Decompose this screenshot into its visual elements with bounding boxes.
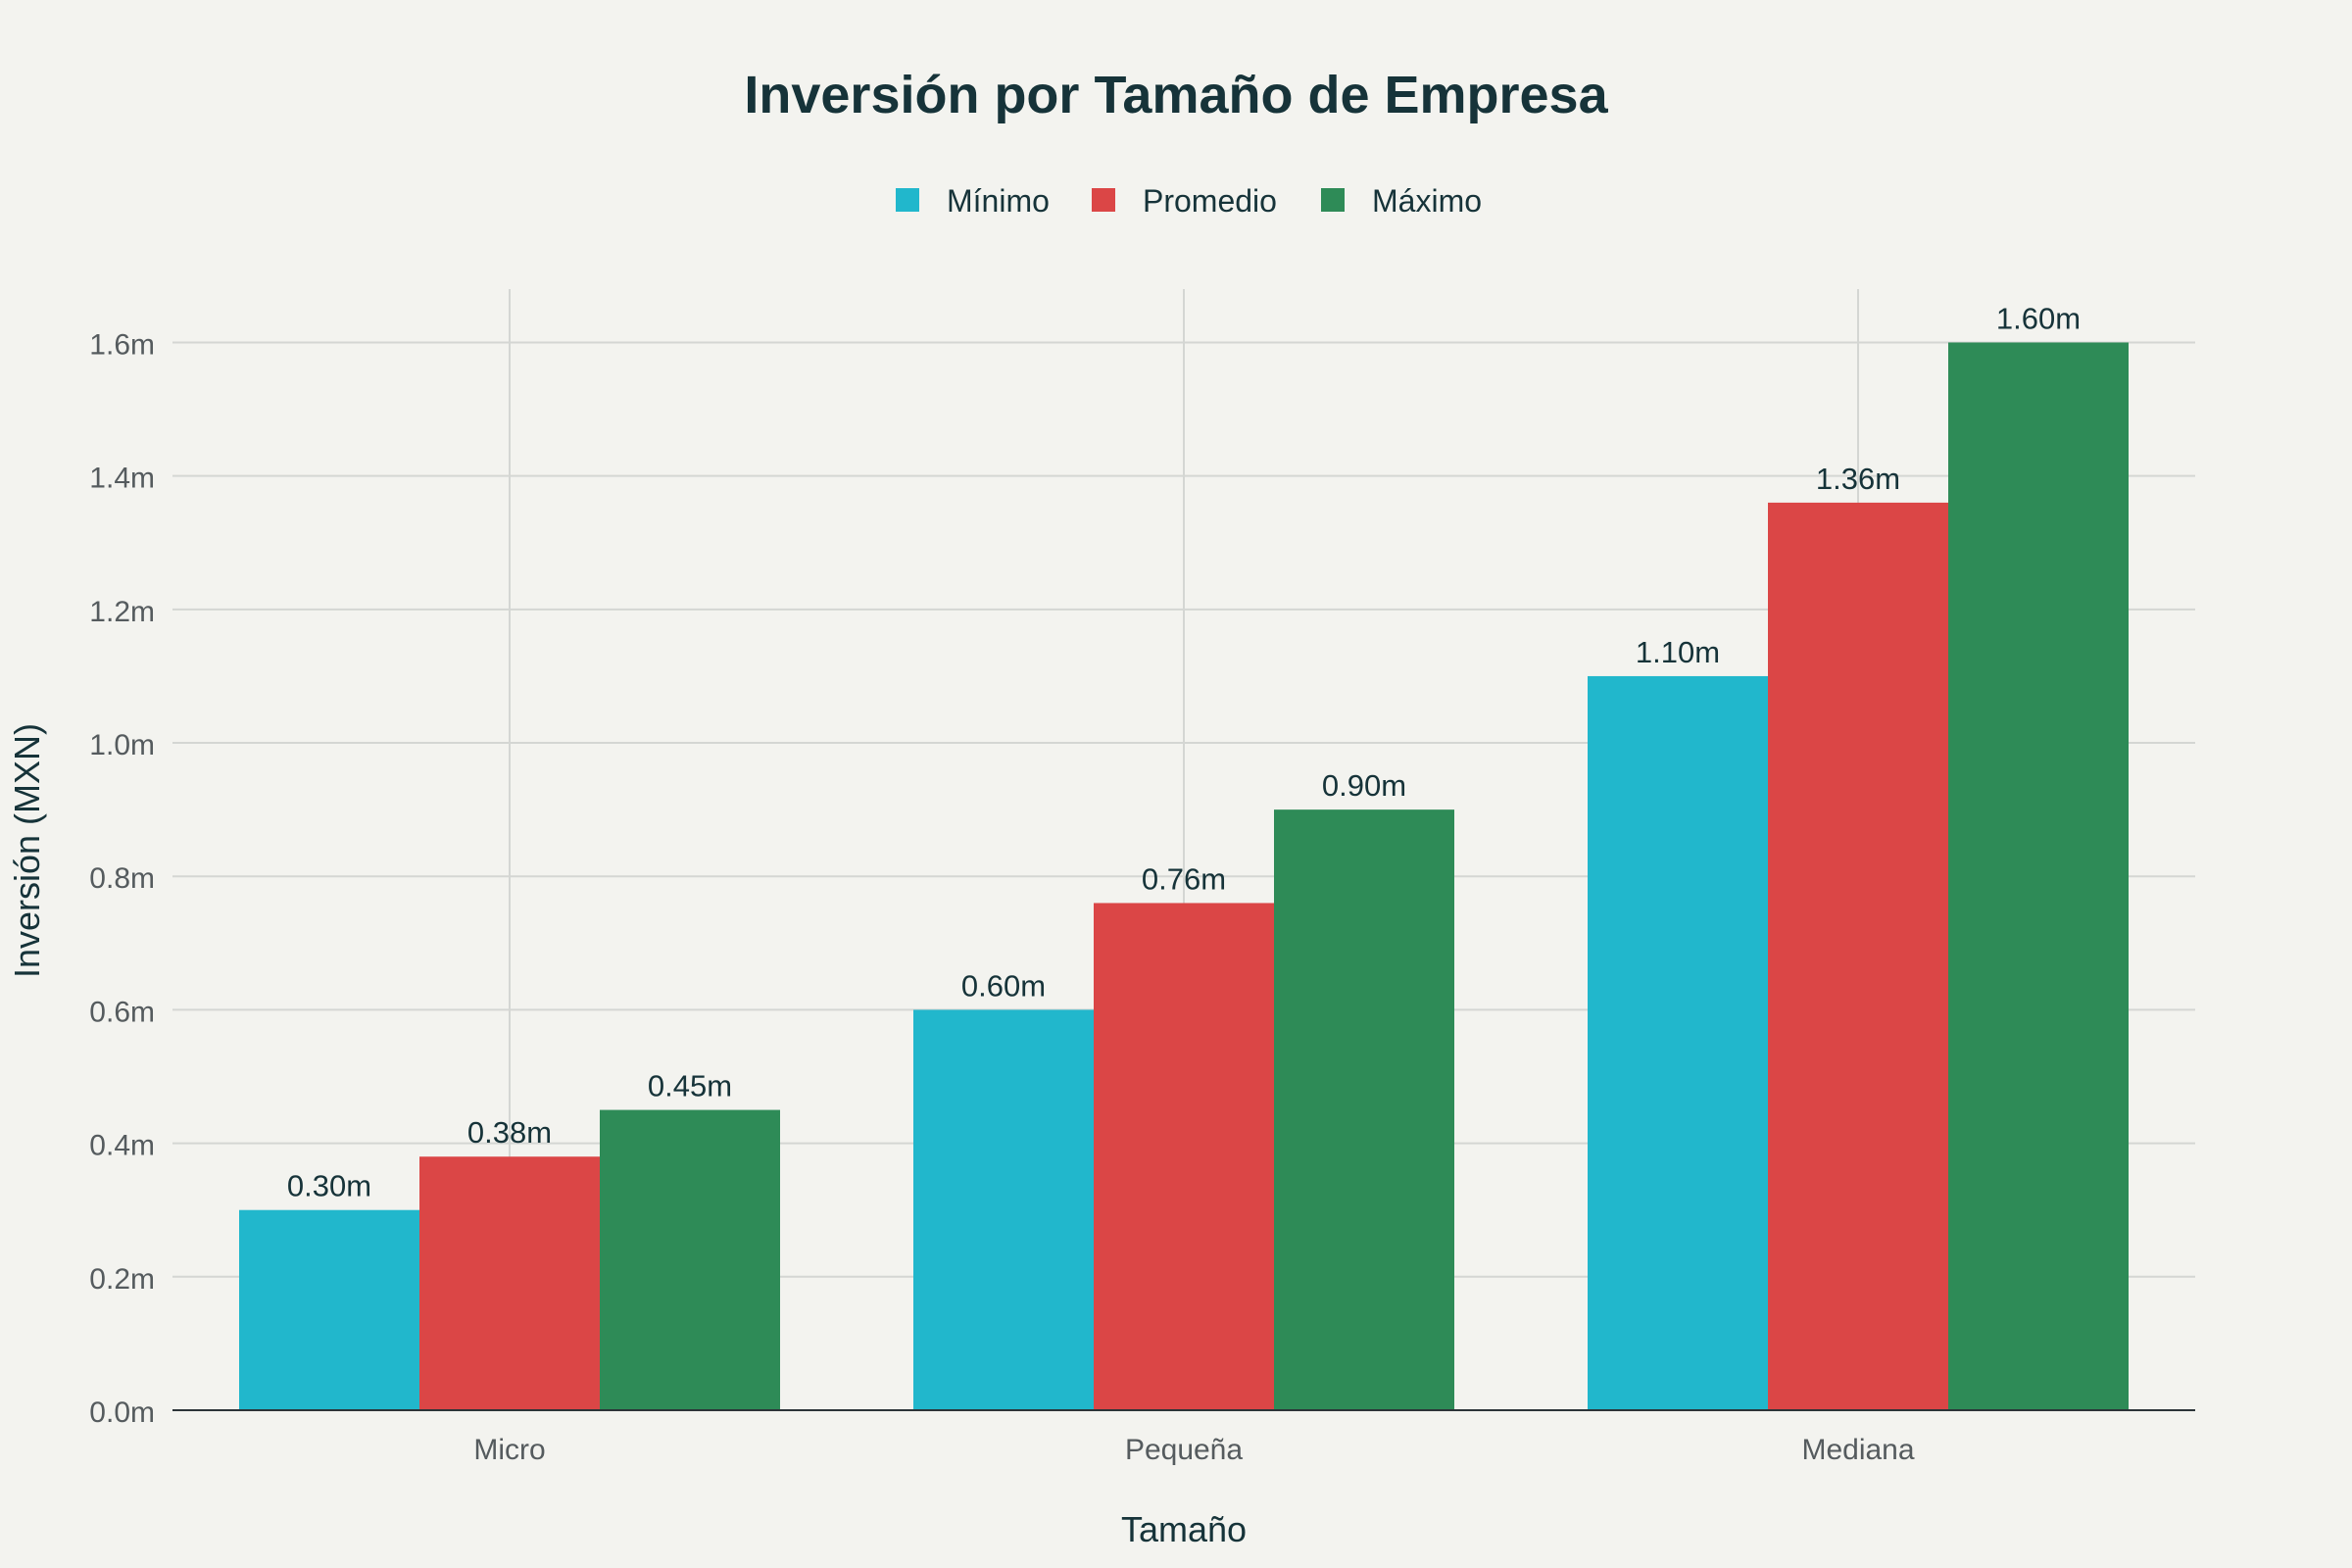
bar bbox=[239, 1209, 419, 1410]
data-label: 1.36m bbox=[1816, 462, 1900, 496]
bar bbox=[1948, 342, 2129, 1410]
y-tick-label: 0.6m bbox=[89, 996, 155, 1028]
y-tick-label: 1.0m bbox=[89, 729, 155, 761]
y-tick-label: 1.2m bbox=[89, 596, 155, 628]
y-tick-label: 0.2m bbox=[89, 1263, 155, 1296]
y-tick-label: 1.4m bbox=[89, 463, 155, 495]
legend-swatch bbox=[1321, 188, 1345, 212]
y-axis-title: Inversión (MXN) bbox=[7, 723, 47, 978]
legend-swatch bbox=[1092, 188, 1115, 212]
data-label: 1.10m bbox=[1636, 635, 1720, 669]
bars bbox=[239, 342, 2129, 1410]
x-axis-title: Tamaño bbox=[1121, 1509, 1247, 1549]
legend-label: Promedio bbox=[1143, 183, 1277, 219]
bar bbox=[913, 1009, 1094, 1410]
bar bbox=[1274, 809, 1454, 1410]
data-label: 0.38m bbox=[467, 1115, 552, 1150]
data-label: 0.45m bbox=[648, 1069, 732, 1103]
axes: 0.0m 0.2m 0.4m 0.6m 0.8m 1.0m 1.2m 1.4m 1.6m Micr… bbox=[89, 328, 2195, 1466]
legend: Mínimo Promedio Máximo bbox=[896, 183, 1482, 219]
data-label: 0.90m bbox=[1322, 768, 1406, 803]
data-labels: 0.30m 0.38m 0.45m 0.60m 0.76m 0.90m 1.10m 1.36m… bbox=[287, 301, 2081, 1202]
data-label: 0.30m bbox=[287, 1169, 371, 1203]
x-tick-label: Pequeña bbox=[1125, 1434, 1243, 1466]
data-label: 0.60m bbox=[961, 968, 1046, 1003]
bar bbox=[1588, 675, 1768, 1410]
data-label: 0.76m bbox=[1142, 861, 1226, 896]
legend-swatch bbox=[896, 188, 919, 212]
y-tick-label: 0.4m bbox=[89, 1130, 155, 1162]
x-tick-label: Mediana bbox=[1801, 1434, 1914, 1466]
data-label: 1.60m bbox=[1996, 301, 2081, 335]
x-tick-label: Micro bbox=[473, 1434, 545, 1466]
bar bbox=[600, 1109, 780, 1410]
bar bbox=[1768, 502, 1948, 1410]
bar bbox=[1094, 903, 1274, 1410]
y-tick-label: 0.8m bbox=[89, 862, 155, 895]
bar bbox=[419, 1156, 600, 1410]
legend-label: Mínimo bbox=[947, 183, 1050, 219]
chart-title: Inversión por Tamaño de Empresa bbox=[744, 66, 1608, 124]
y-tick-label: 1.6m bbox=[89, 328, 155, 361]
y-tick-label: 0.0m bbox=[89, 1396, 155, 1429]
legend-label: Máximo bbox=[1372, 183, 1482, 219]
